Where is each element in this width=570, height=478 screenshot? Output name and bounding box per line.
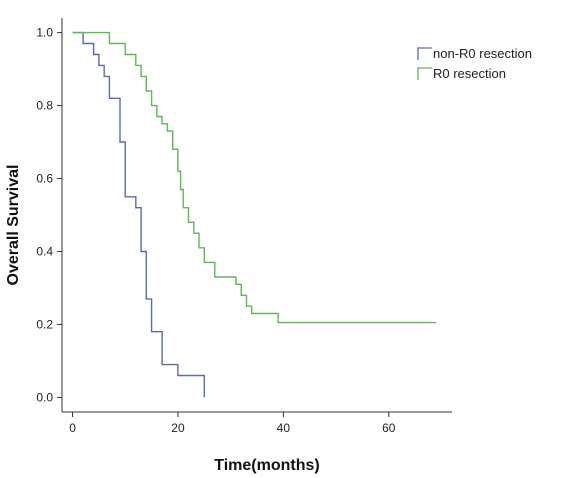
y-tick-label: 0.0 bbox=[36, 390, 53, 404]
y-tick-label: 0.2 bbox=[36, 317, 53, 331]
y-tick-label: 0.4 bbox=[36, 244, 53, 258]
x-ticks-group: 0 20 40 60 bbox=[69, 412, 396, 435]
legend-swatch-r0 bbox=[417, 67, 432, 80]
y-axis-title: Overall Survival bbox=[5, 165, 22, 286]
x-tick-label: 0 bbox=[69, 421, 76, 435]
y-tick-label: 0.8 bbox=[36, 99, 53, 113]
legend-item-r0: R0 resection bbox=[417, 66, 506, 81]
x-tick-label: 20 bbox=[171, 421, 185, 435]
y-ticks-group: 0.0 0.2 0.4 0.6 0.8 1.0 bbox=[36, 26, 62, 404]
legend: non-R0 resection R0 resection bbox=[417, 46, 532, 81]
legend-label-non-r0: non-R0 resection bbox=[433, 46, 532, 61]
x-tick-label: 40 bbox=[277, 421, 291, 435]
axes-group bbox=[61, 18, 452, 413]
series-layer bbox=[72, 31, 437, 398]
series-line-non-r0 bbox=[72, 31, 205, 398]
legend-swatch-non-r0 bbox=[417, 47, 432, 60]
y-tick-label: 0.6 bbox=[36, 172, 53, 186]
x-axis-title: Time(months) bbox=[214, 457, 319, 474]
x-tick-label: 60 bbox=[382, 421, 396, 435]
legend-label-r0: R0 resection bbox=[433, 66, 506, 81]
series-line-r0 bbox=[72, 31, 437, 324]
y-tick-label: 1.0 bbox=[36, 26, 53, 40]
legend-item-non-r0: non-R0 resection bbox=[417, 46, 532, 61]
